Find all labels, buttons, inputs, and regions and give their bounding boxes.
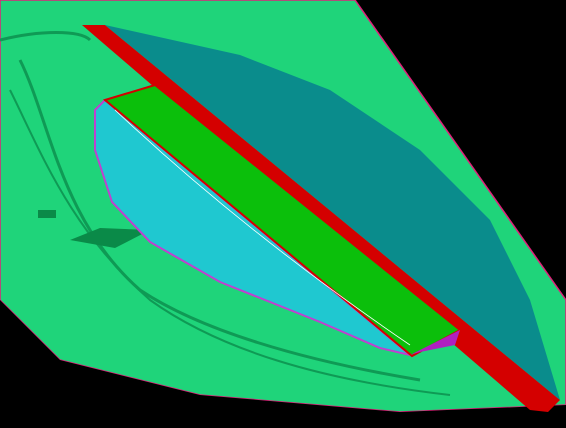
contour	[114, 109, 411, 346]
slope	[105, 25, 560, 400]
terrain-ridge	[9, 89, 451, 396]
structure	[38, 210, 56, 218]
void	[0, 300, 566, 428]
edge	[410, 330, 460, 355]
structure	[70, 228, 150, 248]
